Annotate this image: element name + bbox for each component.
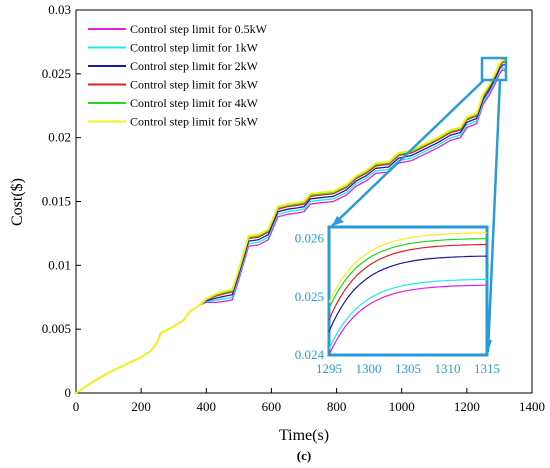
x-tick-label: 1200 bbox=[454, 399, 480, 414]
legend-label: Control step limit for 0.5kW bbox=[130, 22, 268, 36]
y-tick-label: 0.025 bbox=[42, 66, 71, 81]
y-tick-label: 0.02 bbox=[48, 130, 71, 145]
inset-series-line bbox=[328, 232, 488, 303]
inset-x-tick-label: 1295 bbox=[316, 361, 342, 376]
inset-series-line bbox=[328, 255, 488, 332]
inset-series-line bbox=[328, 278, 487, 350]
zoom-arrowhead-left bbox=[332, 216, 344, 226]
zoom-region-box bbox=[480, 56, 508, 82]
inset-x-tick-label: 1305 bbox=[395, 361, 421, 376]
zoom-arrow-right bbox=[486, 79, 502, 353]
y-axis-ticks: 0 0.005 0.01 0.015 0.02 0.025 0.03 bbox=[42, 2, 81, 400]
y-tick-label: 0 bbox=[65, 385, 72, 400]
inset-series-line bbox=[328, 238, 488, 309]
x-tick-label: 1400 bbox=[519, 399, 545, 414]
y-axis-label: Cost($) bbox=[9, 178, 26, 226]
legend-label: Control step limit for 3kW bbox=[130, 78, 259, 92]
inset-series-line bbox=[328, 243, 487, 321]
inset-series-line bbox=[328, 284, 487, 356]
inset-x-tick-label: 1300 bbox=[356, 361, 382, 376]
inset-x-axis-ticks: 1295 1300 1305 1310 1315 bbox=[316, 361, 500, 376]
inset-series-lines bbox=[328, 232, 488, 356]
inset-x-tick-label: 1310 bbox=[435, 361, 461, 376]
x-tick-label: 800 bbox=[327, 399, 347, 414]
figure-caption: (c) bbox=[297, 448, 311, 463]
inset-y-tick-label: 0.025 bbox=[295, 289, 324, 304]
zoom-arrow-left bbox=[331, 79, 485, 227]
x-tick-label: 200 bbox=[131, 399, 151, 414]
legend-label: Control step limit for 2kW bbox=[130, 59, 259, 73]
inset-y-tick-label: 0.026 bbox=[295, 231, 325, 246]
y-tick-label: 0.015 bbox=[42, 194, 71, 209]
legend-label: Control step limit for 1kW bbox=[130, 41, 259, 55]
x-axis-label: Time(s) bbox=[279, 427, 329, 444]
series-line bbox=[75, 58, 506, 394]
inset-y-axis-ticks: 0.024 0.025 0.026 bbox=[295, 231, 325, 362]
x-tick-label: 600 bbox=[262, 399, 282, 414]
inset-y-tick-label: 0.024 bbox=[295, 347, 325, 362]
legend-label: Control step limit for 5kW bbox=[130, 115, 259, 129]
x-tick-label: 400 bbox=[197, 399, 217, 414]
legend: Control step limit for 0.5kW Control step… bbox=[88, 22, 268, 129]
inset-x-tick-label: 1315 bbox=[474, 361, 500, 376]
legend-label: Control step limit for 4kW bbox=[130, 96, 259, 110]
x-tick-label: 1000 bbox=[389, 399, 415, 414]
y-tick-label: 0.01 bbox=[48, 257, 71, 272]
x-tick-label: 0 bbox=[73, 399, 80, 414]
y-tick-label: 0.005 bbox=[42, 321, 71, 336]
series-lines bbox=[75, 58, 507, 394]
y-tick-label: 0.03 bbox=[48, 2, 71, 17]
x-axis-ticks: 0 200 400 600 800 1000 1200 1400 bbox=[73, 388, 545, 414]
